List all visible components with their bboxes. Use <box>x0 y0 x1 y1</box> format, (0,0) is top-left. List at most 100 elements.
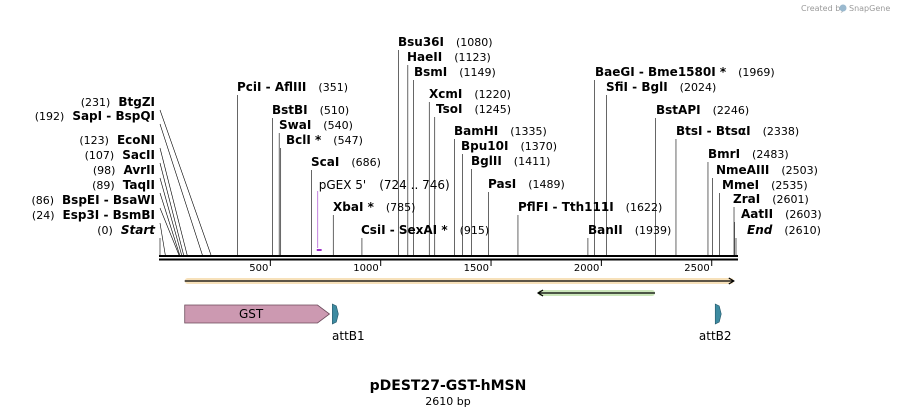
orf-arrow-icon <box>536 289 544 297</box>
site-sacii[interactable]: SacII (107) <box>85 148 155 162</box>
site-name: BglII <box>471 154 502 168</box>
site-position: (2483) <box>752 148 789 161</box>
site-xbai[interactable]: XbaI * (785) <box>333 200 415 214</box>
site-pcii-afliii[interactable]: PciI - AflIII (351) <box>237 80 348 94</box>
site-name: BamHI <box>454 124 498 138</box>
feature-label: GST <box>239 307 264 321</box>
orf-arrow-icon <box>728 277 735 285</box>
site-name: BaeGI - Bme1580I * <box>595 65 727 79</box>
site-name: PasI <box>488 177 516 191</box>
site-sapi-bspqi[interactable]: SapI - BspQI (192) <box>35 109 155 123</box>
site-bamhi[interactable]: BamHI (1335) <box>454 124 547 138</box>
site-pasi[interactable]: PasI (1489) <box>488 177 565 191</box>
orf-forward[interactable] <box>184 277 735 285</box>
snapgene-branding: Created by SnapGene <box>801 4 890 13</box>
site-bsu36i[interactable]: Bsu36I (1080) <box>398 35 493 49</box>
site-name: BmrI <box>708 147 740 161</box>
site-bcli[interactable]: BclI * (547) <box>286 133 363 147</box>
site-start[interactable]: Start (0) <box>97 223 156 237</box>
site-name: BtsI - BtsαI <box>676 124 751 138</box>
site-line-sacii <box>159 162 184 256</box>
site-aatii[interactable]: AatII (2603) <box>741 207 822 221</box>
ruler-label-2000: 2000 <box>574 263 599 274</box>
site-position: (547) <box>333 134 363 147</box>
site-line-taqii <box>159 192 180 256</box>
site-name: SwaI <box>279 118 311 132</box>
site-btsi-bts-i[interactable]: BtsI - BtsαI (2338) <box>676 124 799 138</box>
site-haeii[interactable]: HaeII (1123) <box>407 50 491 64</box>
site-name: SacII <box>122 148 155 162</box>
site-bspei-bsawi[interactable]: BspEI - BsaWI (86) <box>31 193 155 207</box>
ruler-label-500: 500 <box>249 263 268 274</box>
site-avrii[interactable]: AvrII (98) <box>93 163 155 177</box>
site-position: (510) <box>320 104 350 117</box>
orf-reverse[interactable] <box>536 289 656 297</box>
ruler-label-1500: 1500 <box>464 263 489 274</box>
site-position: (24) <box>32 209 55 222</box>
site-line-esp3i-bsmbi <box>159 222 166 256</box>
site-name: EcoNI <box>117 133 155 147</box>
site-position: (1335) <box>510 125 547 138</box>
site-position: (915) <box>460 224 490 237</box>
site-btgzi[interactable]: BtgZI (231) <box>81 95 155 109</box>
ruler-ticks: 500 1000 1500 2000 2500 <box>249 260 713 274</box>
site-name: AvrII <box>123 163 155 177</box>
site-position: (1939) <box>635 224 672 237</box>
created-by-text: Created by <box>801 4 845 13</box>
site-bglii[interactable]: BglII (1411) <box>471 154 550 168</box>
site-name: Bpu10I <box>461 139 508 153</box>
site-bstapi[interactable]: BstAPI (2246) <box>656 103 749 117</box>
site-bsmi[interactable]: BsmI (1149) <box>414 65 496 79</box>
site-econi[interactable]: EcoNI (123) <box>79 133 155 147</box>
site-end[interactable]: End (2610) <box>747 223 821 237</box>
site-bpu10i[interactable]: Bpu10I (1370) <box>461 139 557 153</box>
site-xcmi[interactable]: XcmI (1220) <box>429 87 511 101</box>
site-bstbi[interactable]: BstBI (510) <box>272 103 349 117</box>
site-csii-sexai[interactable]: CsiI - SexAI * (915) <box>361 223 489 237</box>
site-bmri[interactable]: BmrI (2483) <box>708 147 789 161</box>
site-position: (1370) <box>520 140 557 153</box>
primer-range: (724 .. 746) <box>379 178 449 192</box>
att-site-icon <box>332 303 339 325</box>
site-name: BtgZI <box>118 95 155 109</box>
site-name: TsoI <box>436 102 462 116</box>
site-zrai[interactable]: ZraI (2601) <box>733 192 809 206</box>
feature-gst[interactable]: GST <box>184 304 331 324</box>
site-mmei[interactable]: MmeI (2535) <box>722 178 808 192</box>
site-pflfi-tth111i[interactable]: PflFI - Tth111I (1622) <box>518 200 662 214</box>
site-position: (98) <box>93 164 116 177</box>
site-scai[interactable]: ScaI (686) <box>311 155 381 169</box>
site-position: (2603) <box>785 208 822 221</box>
site-name: PflFI - Tth111I <box>518 200 614 214</box>
site-line-bspei-bsawi <box>159 207 180 256</box>
primer-label: pGEX 5' <box>319 178 366 192</box>
site-name: TaqII <box>123 178 155 192</box>
site-name: End <box>747 223 773 237</box>
site-name: ScaI <box>311 155 339 169</box>
site-tsoi[interactable]: TsoI (1245) <box>436 102 511 116</box>
site-baegi-bme1580i[interactable]: BaeGI - Bme1580I * (1969) <box>595 65 775 79</box>
map-length: 2610 bp <box>425 395 470 408</box>
features: GST attB1 attB2 <box>184 303 732 343</box>
site-position: (2601) <box>772 193 809 206</box>
feature-label: attB2 <box>699 329 732 343</box>
site-name: BspEI - BsaWI <box>62 193 155 207</box>
site-name: ZraI <box>733 192 760 206</box>
feature-attb1[interactable]: attB1 <box>332 303 365 343</box>
site-position: (2338) <box>763 125 800 138</box>
site-position: (1245) <box>474 103 511 116</box>
site-lines <box>159 50 737 256</box>
site-esp3i-bsmbi[interactable]: Esp3I - BsmBI (24) <box>32 208 155 222</box>
site-nmeaiii[interactable]: NmeAIII (2503) <box>716 163 818 177</box>
primer-pgex5[interactable]: pGEX 5' (724 .. 746) <box>316 178 450 251</box>
site-name: BstBI <box>272 103 308 117</box>
site-name: Start <box>121 223 156 237</box>
site-taqii[interactable]: TaqII (89) <box>92 178 155 192</box>
feature-attb2[interactable]: attB2 <box>699 303 732 343</box>
site-name: CsiI - SexAI * <box>361 223 448 237</box>
site-name: XcmI <box>429 87 462 101</box>
site-swai[interactable]: SwaI (540) <box>279 118 353 132</box>
site-sfii-bgli[interactable]: SfiI - BglI (2024) <box>606 80 716 94</box>
site-banii[interactable]: BanII (1939) <box>588 223 671 237</box>
